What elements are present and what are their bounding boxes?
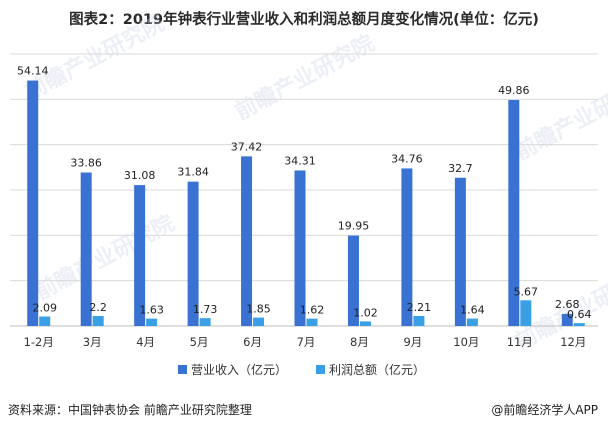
profit-bar: [199, 318, 211, 326]
profit-bar: [520, 300, 532, 326]
revenue-data-label: 37.42: [231, 140, 263, 153]
profit-data-label: 2.21: [407, 301, 432, 314]
revenue-data-label: 33.86: [70, 157, 102, 170]
x-tick-label: 9月: [403, 335, 422, 349]
x-tick-label: 10月: [453, 335, 479, 349]
revenue-bar: [134, 185, 146, 326]
x-tick-label: 5月: [190, 335, 209, 349]
revenue-bar: [241, 156, 253, 326]
bars-layer: [27, 80, 585, 326]
revenue-bar: [347, 235, 359, 326]
revenue-bar: [561, 313, 573, 326]
x-tick-label: 11月: [507, 335, 533, 349]
x-tick-label: 6月: [243, 335, 262, 349]
legend-profit-swatch: [316, 365, 325, 374]
revenue-bar: [454, 177, 466, 326]
chart-title: 图表2：2019年钟表行业营业收入和利润总额月度变化情况(单位：亿元): [69, 12, 539, 28]
revenue-data-label: 49.86: [498, 84, 530, 97]
revenue-bar: [294, 170, 306, 326]
data-labels-layer: 54.14 2.09 33.86 2.2 31.08 1.63 31.84 1.73 37.42…: [17, 65, 592, 322]
legend: 营业收入（亿元） 利润总额（亿元）: [178, 362, 425, 377]
legend-profit-label: 利润总额（亿元）: [329, 362, 425, 377]
revenue-data-label: 34.31: [284, 154, 316, 167]
profit-data-label: 1.85: [246, 303, 271, 316]
revenue-data-label: 32.7: [448, 162, 473, 175]
x-tick-label: 3月: [83, 335, 102, 349]
watermark-text: 前瞻产业研究院: [231, 30, 379, 125]
profit-data-label: 1.63: [139, 304, 164, 317]
profit-bar: [306, 318, 318, 326]
revenue-data-label: 31.84: [177, 166, 209, 179]
revenue-data-label: 2.68: [555, 298, 580, 311]
revenue-data-label: 19.95: [338, 220, 370, 233]
legend-revenue-swatch: [178, 365, 187, 374]
x-tick-label: 8月: [350, 335, 369, 349]
revenue-data-label: 31.08: [124, 169, 156, 182]
profit-bar: [92, 316, 104, 326]
profit-data-label: 1.73: [193, 303, 218, 316]
revenue-bar: [80, 172, 92, 326]
profit-data-label: 0.64: [567, 308, 592, 321]
revenue-data-label: 34.76: [391, 152, 423, 165]
revenue-bar: [401, 168, 413, 326]
x-tick-label: 12月: [560, 335, 586, 349]
profit-data-label: 5.67: [514, 285, 539, 298]
x-axis-ticks: 1-2月 3月 4月 5月 6月 7月 8月 9月 10月 11月 12月: [24, 335, 587, 349]
revenue-bar: [508, 99, 520, 326]
profit-bar: [359, 321, 371, 326]
source-note: 资料来源：中国钟表协会 前瞻产业研究院整理: [8, 403, 252, 417]
profit-data-label: 2.2: [89, 301, 107, 314]
profit-bar: [39, 316, 51, 326]
profit-data-label: 2.09: [32, 302, 57, 315]
profit-bar: [253, 317, 265, 326]
watermark-text: 前瞻产业研究院: [21, 10, 169, 105]
profit-data-label: 1.02: [353, 306, 378, 319]
profit-bar: [413, 315, 425, 326]
x-tick-label: 1-2月: [24, 335, 54, 349]
profit-data-label: 1.62: [300, 304, 325, 317]
x-tick-label: 4月: [136, 335, 155, 349]
x-tick-label: 7月: [297, 335, 316, 349]
revenue-bar: [27, 80, 39, 326]
profit-bar: [573, 323, 585, 326]
profit-bar: [466, 318, 478, 326]
credit-note: @前瞻经济学人APP: [491, 403, 598, 417]
profit-data-label: 1.64: [460, 304, 485, 317]
legend-revenue-label: 营业收入（亿元）: [191, 362, 287, 377]
revenue-bar: [187, 181, 199, 326]
revenue-data-label: 54.14: [17, 65, 49, 78]
profit-bar: [146, 318, 158, 326]
watermark-text: 前瞻产业研究院: [31, 210, 179, 305]
